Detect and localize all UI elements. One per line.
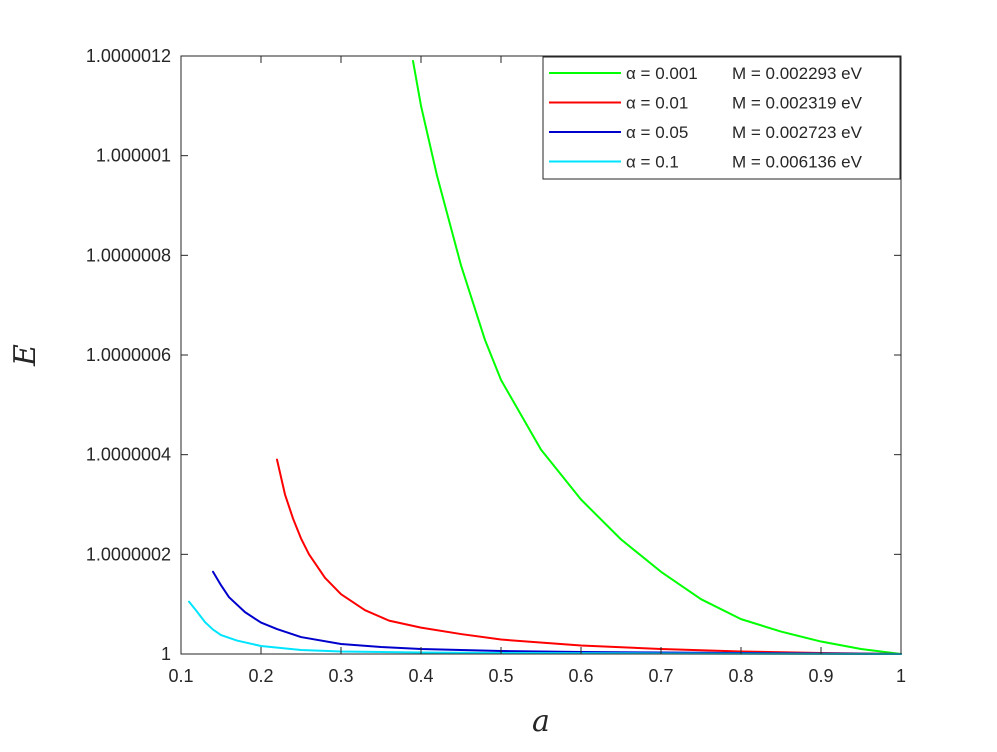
x-tick-label-2: 0.3 [328,666,353,686]
x-axis-title: a [532,704,550,739]
x-tick-label-5: 0.6 [568,666,593,686]
y-tick-label-4: 1.0000008 [86,245,171,265]
legend-mass-label-3: M = 0.006136 eV [732,153,863,172]
legend: α = 0.001 M = 0.002293 eV α = 0.01 M = 0.00… [542,56,901,180]
legend-mass-label-1: M = 0.002319 eV [732,94,863,113]
legend-items: α = 0.001 M = 0.002293 eV α = 0.01 M = 0.00… [549,64,863,172]
legend-mass-label-2: M = 0.002723 eV [732,123,863,142]
y-tick-label-1: 1.0000002 [86,544,171,564]
y-tick-label-0: 1 [161,644,171,664]
y-tick-label-6: 1.0000012 [86,46,171,66]
ticks-layer: 0.1 0.2 0.3 0.4 0.5 0.6 0.7 0.8 0.9 1 1 1.0000002 1.… [86,46,906,686]
x-tick-label-6: 0.7 [648,666,673,686]
legend-alpha-label-3: α = 0.1 [626,153,679,172]
legend-mass-label-0: M = 0.002293 eV [732,64,863,83]
legend-alpha-label-1: α = 0.01 [626,94,688,113]
y-tick-label-3: 1.0000006 [86,345,171,365]
y-tick-label-5: 1.000001 [96,146,171,166]
x-tick-label-9: 1 [896,666,906,686]
x-tick-label-1: 0.2 [248,666,273,686]
y-tick-label-2: 1.0000004 [86,445,171,465]
series-line-1 [276,458,902,655]
x-tick-label-7: 0.8 [728,666,753,686]
series-line-0 [412,59,902,655]
x-tick-label-0: 0.1 [168,666,193,686]
legend-box [542,56,901,180]
x-tick-label-4: 0.5 [488,666,513,686]
x-tick-label-3: 0.4 [408,666,433,686]
legend-alpha-label-0: α = 0.001 [626,64,698,83]
legend-alpha-label-2: α = 0.05 [626,123,688,142]
y-axis-title: E [8,344,43,367]
x-tick-label-8: 0.9 [808,666,833,686]
